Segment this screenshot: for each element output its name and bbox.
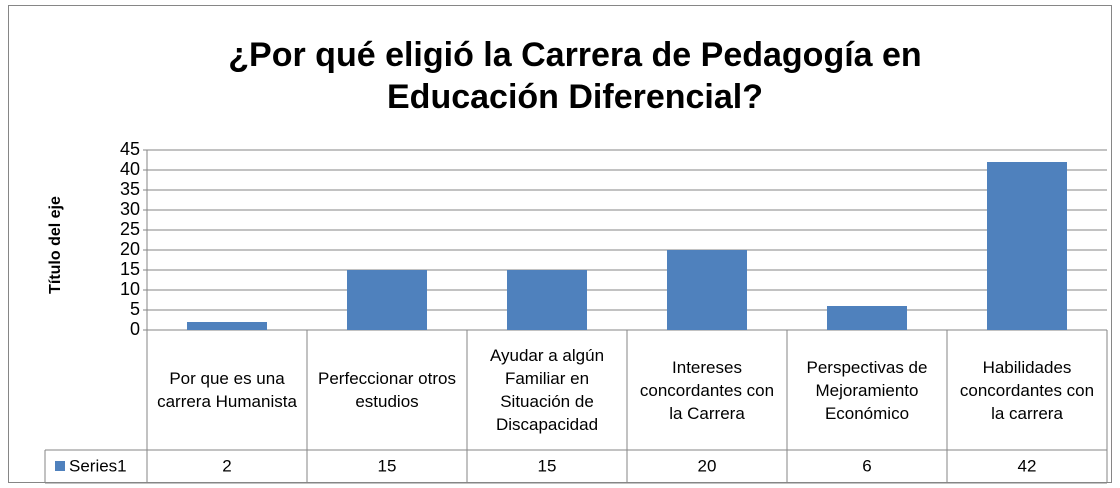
y-tick-label: 20 [120, 239, 140, 259]
table-value: 6 [862, 456, 871, 475]
table-value: 15 [538, 456, 557, 475]
y-tick-label: 5 [130, 299, 140, 319]
table-value: 15 [378, 456, 397, 475]
bar [507, 270, 587, 330]
legend-label: Series1 [69, 456, 127, 475]
y-tick-label: 15 [120, 259, 140, 279]
legend-key [55, 461, 65, 471]
x-tick-label: Intereses concordantes con la Carrera [639, 357, 775, 423]
x-tick-label: Ayudar a algún Familiar en Situación de … [489, 346, 605, 434]
x-tick-label: Por que es una carrera Humanista [157, 369, 297, 411]
bar [827, 306, 907, 330]
chart-title: ¿Por qué eligió la Carrera de Pedagogía … [228, 36, 922, 116]
y-tick-label: 40 [120, 159, 140, 179]
y-tick-label: 10 [120, 279, 140, 299]
y-tick-label: 30 [120, 199, 140, 219]
y-tick-label: 35 [120, 179, 140, 199]
y-tick-label: 45 [120, 139, 140, 159]
bar [347, 270, 427, 330]
y-tick-label: 0 [130, 319, 140, 339]
bar [987, 162, 1067, 330]
bar [187, 322, 267, 330]
x-tick-label: Perfeccionar otros estudios [318, 369, 456, 411]
table-value: 2 [222, 456, 231, 475]
y-tick-label: 25 [120, 219, 140, 239]
chart-border [8, 5, 1112, 483]
table-value: 42 [1018, 456, 1037, 475]
y-axis-label: Título del eje [47, 196, 64, 294]
x-tick-label: Perspectivas de Mejoramiento Económico [806, 357, 928, 423]
bar [667, 250, 747, 330]
table-value: 20 [698, 456, 717, 475]
x-tick-label: Habilidades concordantes con la carrera [959, 357, 1095, 423]
